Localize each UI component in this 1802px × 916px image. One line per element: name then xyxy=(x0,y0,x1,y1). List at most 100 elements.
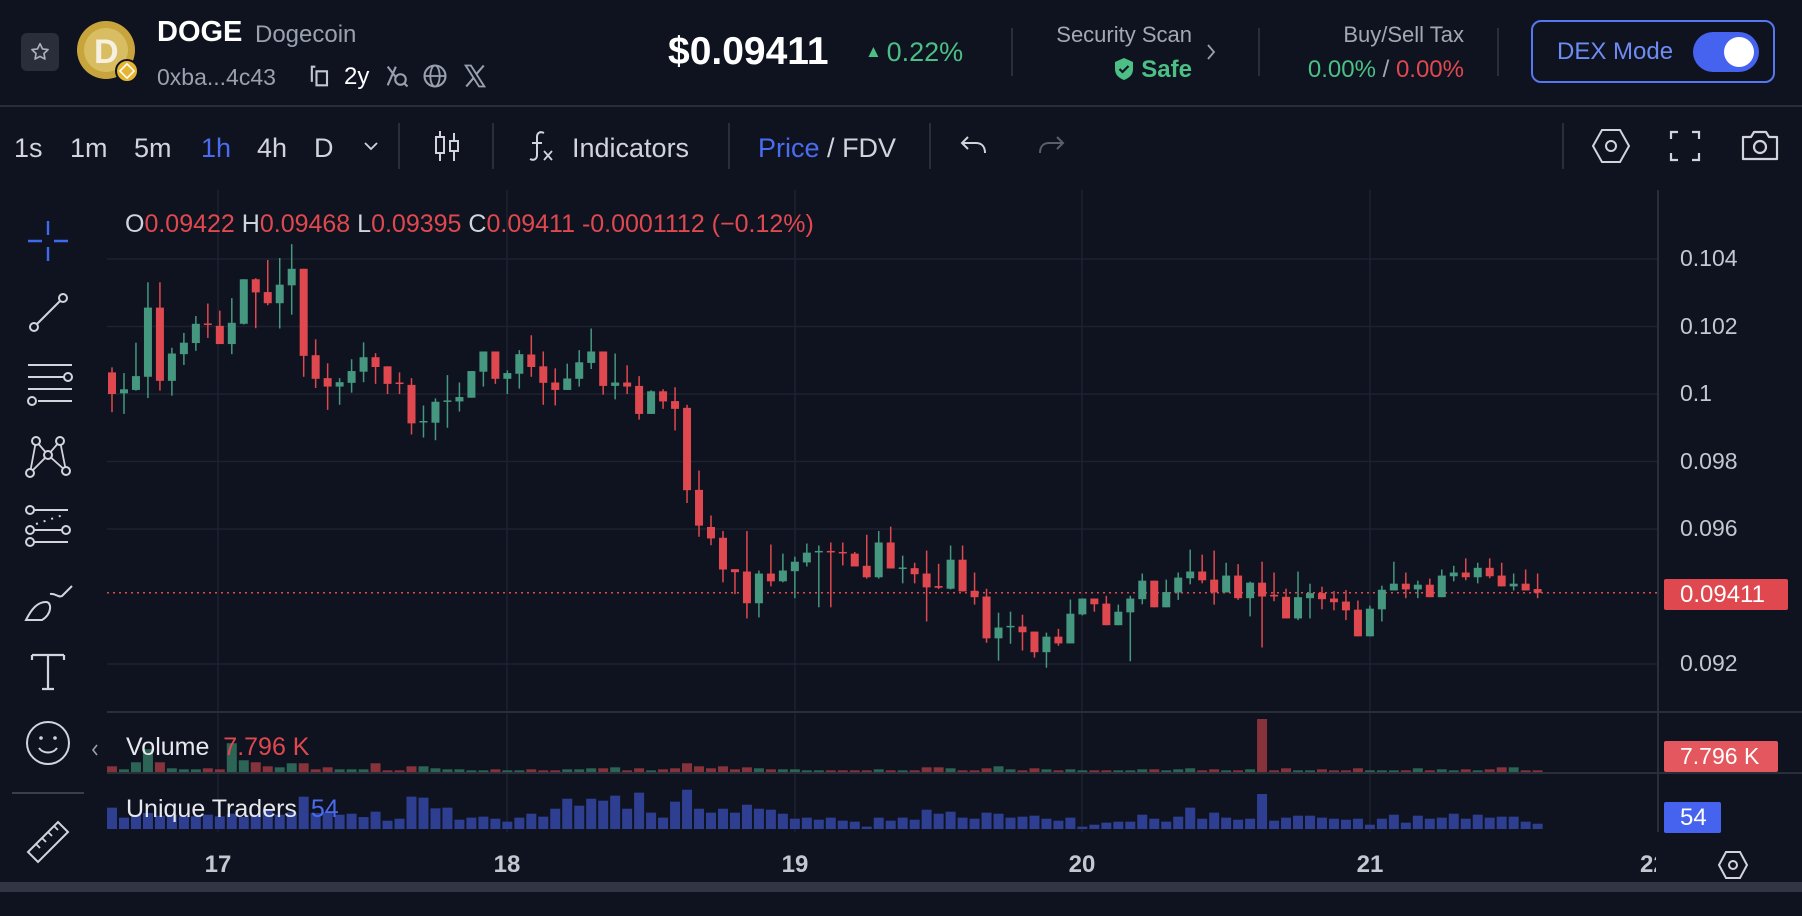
volume-bar xyxy=(729,769,740,772)
candle-body xyxy=(455,397,464,402)
dex-mode-button[interactable]: DEX Mode xyxy=(1531,20,1775,83)
candle-body xyxy=(970,590,979,598)
candle-body xyxy=(695,489,704,526)
volume-bar xyxy=(286,763,297,772)
gann-fan-icon[interactable] xyxy=(22,502,74,554)
volume-bar xyxy=(1472,770,1483,772)
price-option[interactable]: Price xyxy=(758,133,820,163)
volume-bar xyxy=(1352,768,1363,772)
trend-line-icon[interactable] xyxy=(22,285,74,337)
traders-bar xyxy=(706,812,716,829)
fib-retracement-icon[interactable] xyxy=(22,355,74,407)
contract-address[interactable]: 0xba...4c43 xyxy=(157,64,276,90)
fullscreen-icon[interactable] xyxy=(1666,127,1704,165)
candle-body xyxy=(802,552,811,563)
volume-legend: Volume 7.796 K xyxy=(126,733,309,762)
timeframe-4h[interactable]: 4h xyxy=(257,133,288,163)
volume-bar xyxy=(1017,770,1028,772)
candle-body xyxy=(1389,583,1398,591)
candlestick-type-icon[interactable] xyxy=(428,127,466,165)
timeframe-1s[interactable]: 1s xyxy=(14,133,43,163)
candle-body xyxy=(730,569,739,573)
chart-scrollbar[interactable] xyxy=(0,882,1802,892)
security-scan-label[interactable]: Security Scan xyxy=(1056,22,1192,47)
volume-bar xyxy=(1532,770,1543,772)
time-label: 20 xyxy=(1068,851,1096,878)
collapse-toolbar-chevron-icon[interactable] xyxy=(90,742,100,758)
redo-icon[interactable] xyxy=(1031,127,1069,165)
volume-bar xyxy=(658,769,669,772)
undo-icon[interactable] xyxy=(956,127,994,165)
volume-bar xyxy=(670,768,681,772)
chevron-right-icon[interactable] xyxy=(1204,42,1218,62)
time-label: 21 xyxy=(1356,851,1384,878)
volume-bar xyxy=(849,770,860,772)
ruler-icon[interactable] xyxy=(22,812,76,866)
volume-bar xyxy=(945,768,956,772)
settings-hexagon-icon[interactable] xyxy=(1590,125,1632,167)
crosshair-icon[interactable] xyxy=(22,215,74,267)
volume-bar xyxy=(1125,770,1136,772)
candle-body xyxy=(311,355,320,379)
favorite-button[interactable] xyxy=(21,33,59,71)
traders-bar xyxy=(1161,821,1172,829)
timeframe-5m[interactable]: 5m xyxy=(134,133,172,163)
function-fx-icon[interactable] xyxy=(522,127,560,165)
volume-bar xyxy=(526,769,537,772)
volume-bar xyxy=(933,767,944,772)
brush-icon[interactable] xyxy=(22,574,74,626)
timeframe-d[interactable]: D xyxy=(314,133,334,163)
traders-bar xyxy=(670,801,681,829)
candle-body xyxy=(419,421,428,423)
fdv-option[interactable]: FDV xyxy=(842,133,897,163)
traders-bar xyxy=(334,814,345,829)
traders-bar xyxy=(957,817,968,829)
traders-bar xyxy=(442,807,453,829)
candle-body xyxy=(1102,603,1111,626)
candle-body xyxy=(491,351,500,379)
volume-bar xyxy=(107,766,117,772)
traders-bar xyxy=(178,816,189,829)
emoji-icon[interactable] xyxy=(22,717,74,769)
volume-bar xyxy=(1149,769,1160,772)
traders-bar xyxy=(538,816,549,829)
pattern-tool-icon[interactable] xyxy=(22,429,74,481)
screenshot-camera-icon[interactable] xyxy=(1739,125,1781,167)
traders-bar xyxy=(214,816,225,829)
traders-bar xyxy=(1460,818,1471,829)
x-twitter-icon[interactable] xyxy=(461,62,489,90)
traders-bar xyxy=(1185,807,1196,829)
globe-icon[interactable] xyxy=(421,62,449,90)
timeframe-1m[interactable]: 1m xyxy=(70,133,108,163)
volume-bar xyxy=(1161,770,1172,772)
text-tool-icon[interactable] xyxy=(22,645,74,697)
traders-bar xyxy=(909,819,920,829)
candle-body xyxy=(1222,575,1231,593)
candle-body xyxy=(143,307,152,377)
search-x-icon[interactable] xyxy=(383,62,411,90)
candle-body xyxy=(108,372,116,394)
volume-bar xyxy=(1029,768,1040,772)
dex-mode-toggle[interactable] xyxy=(1693,32,1759,72)
star-icon xyxy=(31,42,49,60)
candle-body xyxy=(958,559,967,592)
copy-icon[interactable] xyxy=(306,62,334,90)
traders-bar xyxy=(1245,818,1256,829)
timeframe-1h[interactable]: 1h xyxy=(201,133,232,163)
indicators-button[interactable]: Indicators xyxy=(572,133,690,163)
volume-bar xyxy=(334,769,345,772)
candle-body xyxy=(347,371,356,383)
traders-bar xyxy=(837,820,848,829)
security-scan-status[interactable]: Safe xyxy=(1030,56,1192,84)
traders-bar xyxy=(897,817,908,829)
volume-bar xyxy=(1424,770,1435,772)
traders-bar xyxy=(526,813,537,829)
chevron-down-icon[interactable] xyxy=(362,139,380,153)
traders-bar xyxy=(118,817,129,829)
volume-bar xyxy=(514,770,525,772)
axis-settings-hexagon-icon[interactable] xyxy=(1716,849,1750,881)
candle-body xyxy=(1365,608,1374,637)
price-fdv-toggle[interactable]: Price / FDV xyxy=(758,133,896,164)
candle-body xyxy=(1006,625,1015,628)
